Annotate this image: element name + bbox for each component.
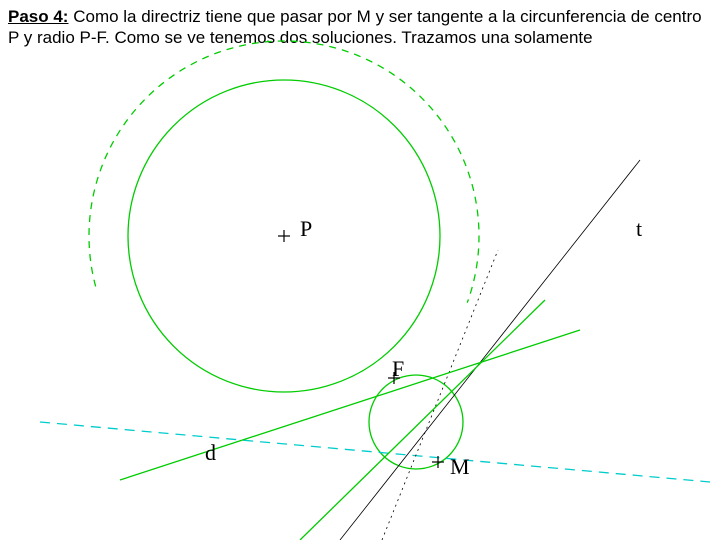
label-p: P <box>300 216 312 242</box>
label-d: d <box>205 440 216 466</box>
label-m: M <box>450 454 470 480</box>
geometry-diagram <box>0 0 720 540</box>
label-t: t <box>636 216 642 242</box>
label-f: F <box>392 356 404 382</box>
